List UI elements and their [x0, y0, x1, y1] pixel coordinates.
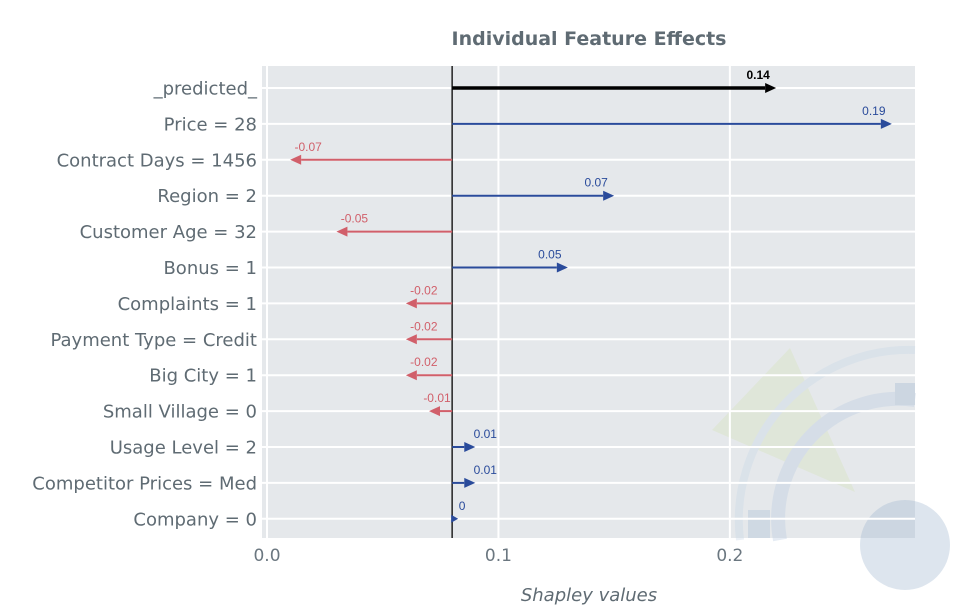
- value-label: 0.19: [862, 104, 886, 118]
- category-label: Bonus = 1: [163, 258, 257, 279]
- value-label: -0.02: [410, 319, 438, 333]
- arrow-head: [429, 406, 440, 417]
- category-label: Payment Type = Credit: [50, 330, 257, 351]
- value-label: 0.01: [474, 463, 498, 477]
- category-label: Customer Age = 32: [80, 222, 257, 243]
- category-labels: _predicted_ Price = 28 Contract Days = 145…: [32, 79, 258, 531]
- arrow-head: [336, 226, 348, 237]
- category-label: Usage Level = 2: [110, 438, 257, 459]
- category-label: Big City = 1: [149, 366, 257, 387]
- category-label: Small Village = 0: [103, 402, 257, 423]
- x-axis-label: Shapley values: [521, 585, 657, 606]
- arrow-head: [464, 442, 476, 452]
- value-label: 0.14: [746, 68, 770, 82]
- category-label: Company = 0: [133, 509, 257, 530]
- x-gridlines: [266, 66, 731, 538]
- arrow-marks: [290, 83, 892, 523]
- x-tick-label: 0.0: [253, 546, 280, 566]
- arrow-head: [880, 118, 892, 129]
- category-label: Region = 2: [157, 186, 257, 207]
- value-label: -0.02: [410, 283, 438, 297]
- arrow-head: [603, 190, 615, 201]
- value-label: -0.02: [410, 355, 438, 369]
- value-label: -0.07: [294, 140, 322, 154]
- category-label: Price = 28: [164, 114, 257, 135]
- arrow-head: [405, 298, 417, 309]
- arrow-head: [451, 514, 459, 523]
- arrow-head: [464, 477, 476, 488]
- arrow-head: [405, 334, 417, 345]
- value-labels: 0.14 0.19 -0.07 0.07 -0.05 0.05 -0.02 -0.02 -0.0…: [294, 68, 885, 513]
- arrow-head: [290, 154, 302, 165]
- value-label: -0.01: [423, 391, 451, 405]
- x-tick-labels: 0.0 0.1 0.2: [253, 546, 743, 566]
- chart-title: Individual Feature Effects: [452, 28, 727, 50]
- arrow-head: [556, 262, 568, 273]
- x-tick-label: 0.1: [485, 546, 512, 566]
- category-label: Contract Days = 1456: [57, 150, 257, 171]
- arrow-head: [405, 370, 417, 381]
- value-label: 0.07: [584, 176, 608, 190]
- plot-background: [262, 66, 915, 538]
- value-label: 0.05: [538, 248, 562, 262]
- category-label: Complaints = 1: [118, 294, 257, 315]
- value-label: 0.01: [474, 427, 498, 441]
- y-gridlines: [262, 87, 915, 520]
- x-tick-label: 0.2: [716, 546, 743, 566]
- category-label: _predicted_: [153, 79, 258, 100]
- watermark-logo: [712, 345, 950, 590]
- value-label: 0: [459, 499, 466, 513]
- value-label: -0.05: [341, 212, 369, 226]
- arrow-head: [765, 83, 777, 93]
- category-label: Competitor Prices = Med: [32, 473, 257, 494]
